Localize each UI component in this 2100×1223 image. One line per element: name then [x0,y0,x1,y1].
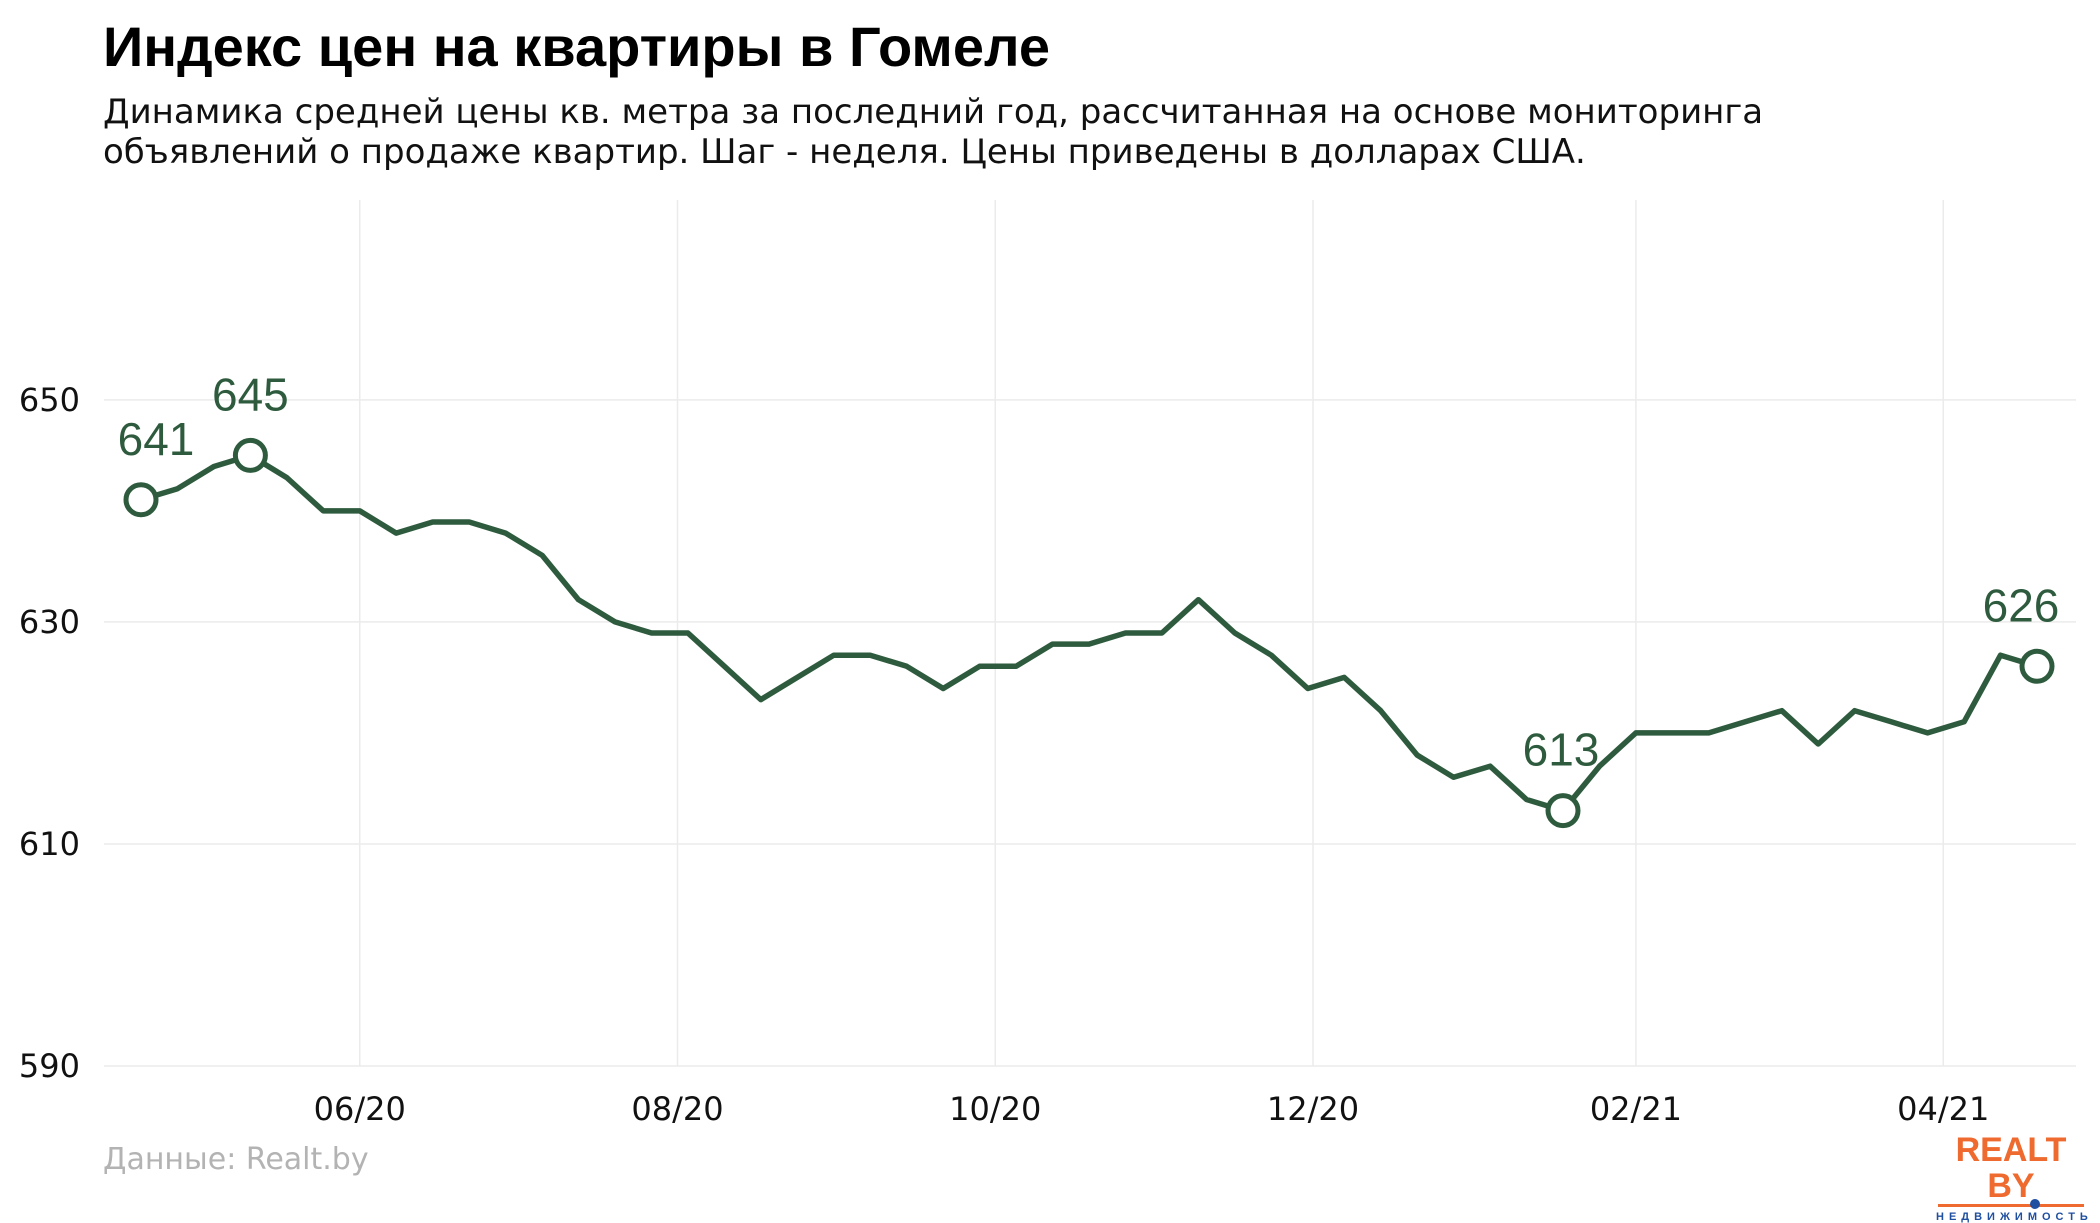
chart-title: Индекс цен на квартиры в Гомеле [103,15,1050,78]
x-tick-label: 10/20 [949,1090,1041,1128]
y-tick-label: 590 [19,1047,80,1085]
grid [104,200,2076,1067]
x-tick-label: 08/20 [631,1090,723,1128]
value-label: 641 [118,413,195,465]
logo-text: REALT BY [1955,1131,2067,1205]
price-line [140,452,2038,814]
value-label: 645 [212,368,289,420]
highlight-marker [123,482,159,518]
realt-logo: REALT BY НЕДВИЖИМОСТЬ [1936,1131,2093,1223]
annotations: 641 645 613 626 [118,368,2060,829]
highlight-marker [1545,793,1581,829]
logo-bar [1938,1199,2084,1209]
x-tick-label: 02/21 [1590,1090,1682,1128]
value-label: 613 [1523,724,1600,776]
highlight-marker [232,437,268,473]
x-tick-label: 04/21 [1897,1090,1989,1128]
y-tick-label: 630 [19,603,80,641]
subtitle-line: Динамика средней цены кв. метра за после… [103,92,1764,132]
price-series [140,452,2038,814]
x-axis: 06/20 08/20 10/20 12/20 02/21 04/21 [314,1090,1990,1128]
y-tick-label: 610 [19,825,80,863]
chart-subtitle: Динамика средней цены кв. метра за после… [103,92,1903,172]
subtitle-line: объявлений о продаже квартир. Шаг - неде… [103,132,1586,172]
x-tick-label: 12/20 [1267,1090,1359,1128]
highlight-marker [2019,648,2055,684]
x-tick-label: 06/20 [314,1090,406,1128]
value-label: 626 [1983,579,2060,631]
data-source: Данные: Realt.by [103,1142,369,1177]
y-tick-label: 650 [19,381,80,419]
logo-dot [2030,1199,2040,1209]
y-axis: 590 610 630 650 [19,381,80,1085]
logo-subtext: НЕДВИЖИМОСТЬ [1936,1211,2093,1223]
